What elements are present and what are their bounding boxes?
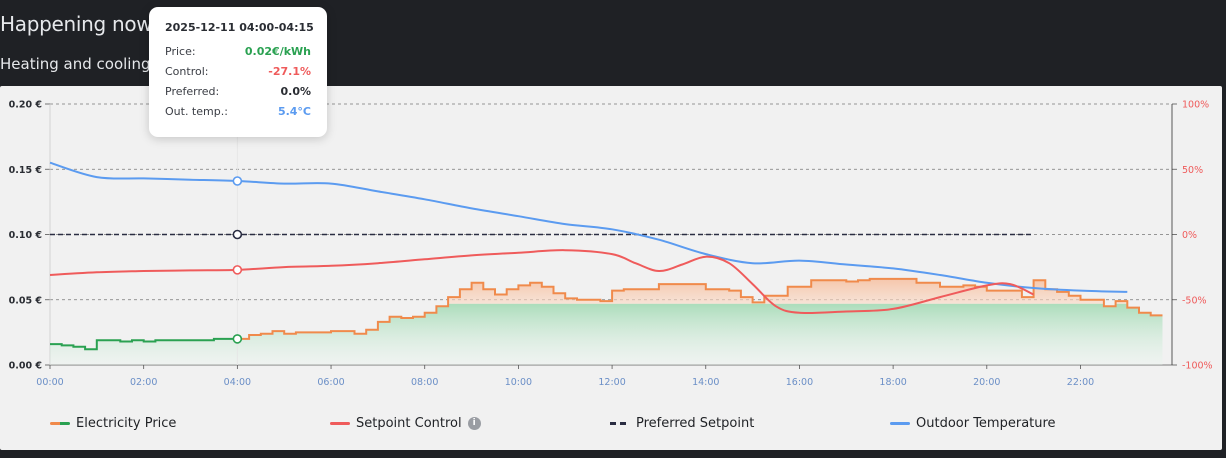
legend-label: Electricity Price [76, 416, 177, 431]
chart-card: 0.00 € 0.05 € 0.10 € 0.15 € 0.20 € -100% -50% 0… [0, 86, 1222, 450]
x-tick-label: 16:00 [786, 377, 813, 388]
legend-swatch-control [330, 422, 350, 425]
tooltip-row-control: Control: -27.1% [165, 65, 311, 81]
price-line-future [237, 277, 1163, 340]
x-tick-label: 10:00 [505, 377, 532, 388]
price-marker [232, 334, 243, 344]
page-title: Happening now [0, 12, 153, 36]
legend-swatch-preferred [610, 422, 630, 425]
preferred-marker [232, 229, 243, 240]
x-tick-label: 18:00 [879, 377, 906, 388]
info-icon[interactable]: i [467, 417, 481, 430]
tooltip-title: 2025-12-11 04:00-04:15 [165, 21, 314, 34]
setpoint-control-line [49, 249, 1035, 315]
x-tick-label: 14:00 [692, 377, 719, 388]
price-area-fill [50, 303, 1163, 365]
energy-chart[interactable]: 0.00 € 0.05 € 0.10 € 0.15 € 0.20 € -100% -50% 0… [0, 86, 1222, 450]
y-right-tick-label: 0% [1182, 230, 1197, 241]
tooltip-row-preferred: Preferred: 0.0% [165, 85, 311, 101]
legend-item-electricity-price[interactable]: Electricity Price [50, 416, 176, 431]
legend-item-outdoor-temperature[interactable]: Outdoor Temperature [890, 416, 1056, 431]
tooltip-label: Preferred: [165, 85, 220, 98]
y-left-tick-label: 0.20 € [9, 100, 42, 111]
y-right-tick-label: -50% [1182, 295, 1207, 306]
legend-label: Preferred Setpoint [636, 416, 755, 431]
x-tick-label: 20:00 [973, 377, 1000, 388]
chart-tooltip: 2025-12-11 04:00-04:15 Price: 0.02€/kWh … [149, 7, 327, 137]
tooltip-value: 0.0% [280, 85, 311, 98]
legend-label: Setpoint Control [356, 416, 462, 431]
y-left-tick-label: 0.00 € [9, 361, 42, 372]
tooltip-label: Price: [165, 45, 196, 58]
x-tick-label: 08:00 [411, 377, 438, 388]
y-right-tick-label: 50% [1182, 165, 1203, 176]
page-subtitle: Heating and cooling c [0, 55, 164, 73]
y-left-tick-label: 0.10 € [9, 230, 42, 241]
tooltip-value: 5.4°C [277, 105, 311, 118]
outdoor-temperature-line [49, 161, 1128, 293]
temperature-marker [232, 176, 243, 186]
control-marker [232, 265, 243, 275]
y-left-tick-label: 0.15 € [9, 165, 42, 176]
y-right-tick-label: -100% [1182, 361, 1213, 372]
chart-legend: Electricity Price Setpoint Control i Pre… [0, 416, 1222, 436]
x-tick-label: 00:00 [36, 377, 63, 388]
y-right-tick-label: 100% [1182, 100, 1209, 111]
x-tick-label: 04:00 [224, 377, 251, 388]
x-tick-label: 02:00 [130, 377, 157, 388]
y-left-tick-label: 0.05 € [9, 295, 42, 306]
tooltip-row-price: Price: 0.02€/kWh [165, 45, 311, 61]
tooltip-label: Control: [165, 65, 209, 78]
legend-swatch-price [50, 422, 70, 425]
x-tick-label: 22:00 [1067, 377, 1094, 388]
legend-swatch-temperature [890, 422, 910, 425]
legend-label: Outdoor Temperature [916, 416, 1056, 431]
tooltip-value: 0.02€/kWh [244, 45, 311, 58]
x-tick-label: 06:00 [317, 377, 344, 388]
x-tick-label: 12:00 [598, 377, 625, 388]
tooltip-row-out-temp: Out. temp.: 5.4°C [165, 105, 311, 121]
legend-item-setpoint-control[interactable]: Setpoint Control i [330, 416, 481, 431]
price-line-past [50, 337, 238, 351]
legend-item-preferred-setpoint[interactable]: Preferred Setpoint [610, 416, 754, 431]
tooltip-value: -27.1% [268, 65, 311, 78]
tooltip-label: Out. temp.: [165, 105, 228, 118]
